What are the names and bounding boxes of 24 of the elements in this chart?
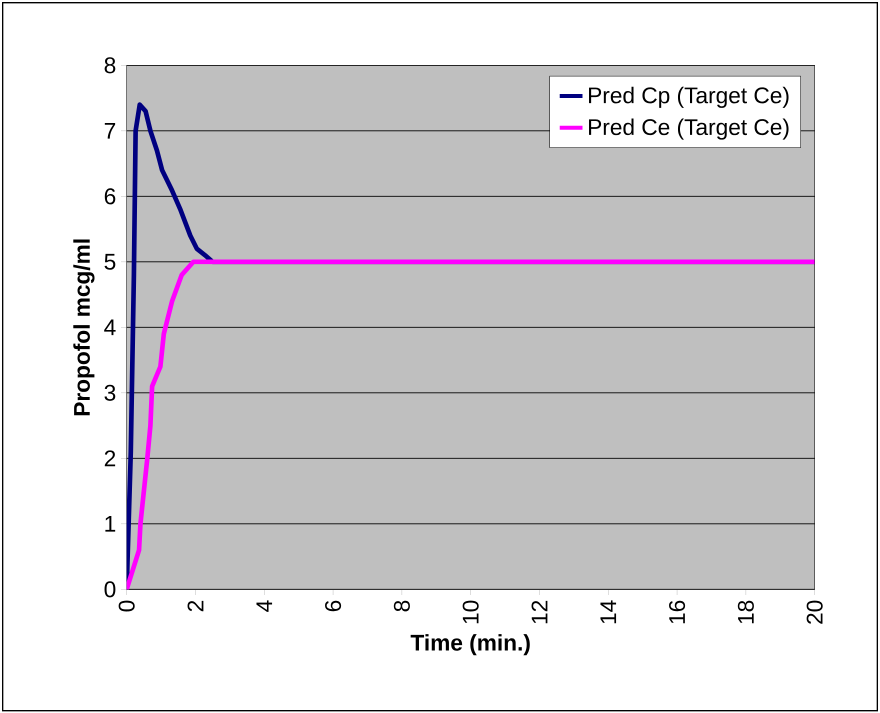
legend-label: Pred Ce (Target Ce): [589, 118, 789, 140]
x-tick-label: 8: [394, 600, 410, 612]
y-tick-label: 0: [104, 581, 116, 598]
legend-label: Pred Cp (Target Ce): [589, 86, 789, 108]
x-axis-title: Time (min.): [410, 634, 530, 656]
y-tick-label: 2: [104, 450, 116, 466]
x-tick-label: 2: [188, 600, 204, 612]
y-tick-label: 3: [104, 384, 116, 401]
y-tick-label: 6: [104, 188, 116, 204]
y-tick-label: 8: [104, 57, 116, 74]
y-tick-label: 7: [104, 122, 116, 138]
x-tick-label: 12: [532, 600, 548, 624]
y-tick-label: 4: [104, 319, 116, 335]
x-tick-label: 6: [325, 600, 342, 612]
x-tick-label: 20: [806, 600, 823, 624]
x-tick-label: 4: [256, 600, 272, 612]
x-tick-label: 10: [462, 600, 479, 624]
x-tick-label: 14: [600, 600, 616, 624]
y-axis-title: Propofol mcg/ml: [73, 239, 95, 416]
x-tick-label: 18: [738, 600, 754, 624]
x-tick-label: 0: [118, 600, 135, 612]
x-tick-label: 16: [669, 600, 686, 624]
y-tick-label: 1: [105, 516, 116, 532]
y-tick-label: 5: [104, 254, 116, 270]
